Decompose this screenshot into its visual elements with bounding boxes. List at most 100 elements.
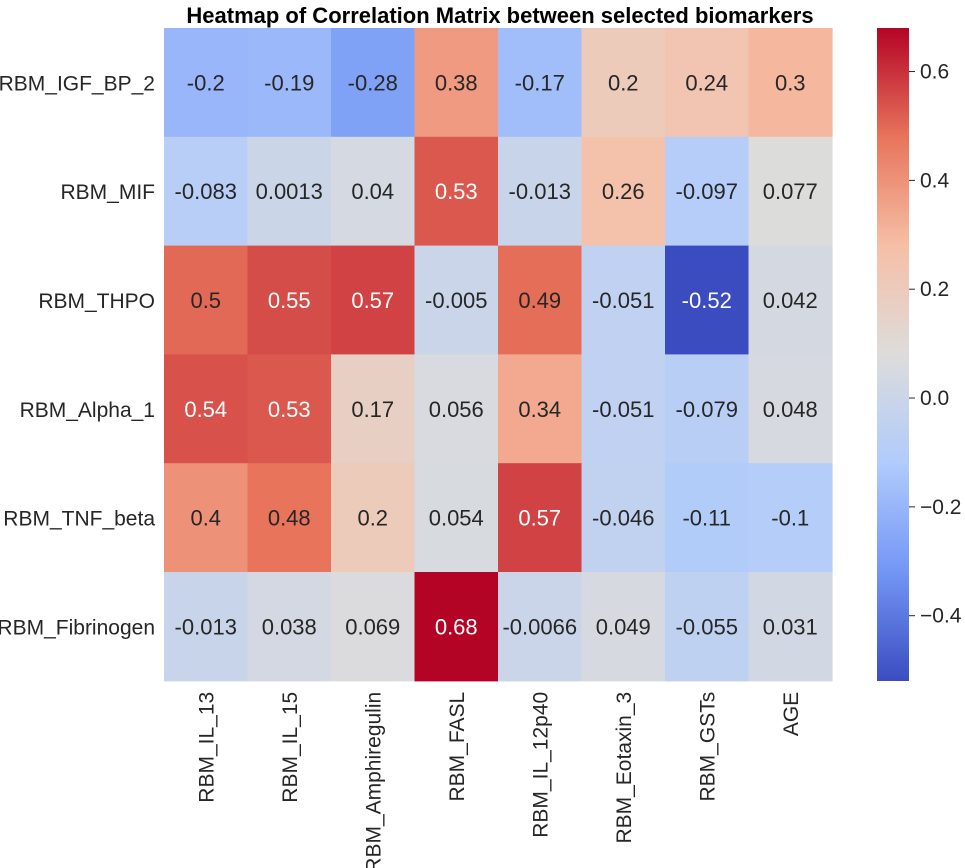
cell-value-label: 0.077 [763,179,818,204]
heatmap-cell [247,28,332,138]
cell-value-label: -0.52 [682,288,732,313]
cell-value-label: -0.0066 [502,614,577,639]
row-tick-label: RBM_MIF [61,181,156,204]
colorbar-tick-label: 0.0 [920,387,949,410]
cell-value-label: -0.046 [592,506,654,531]
cell-value-label: 0.0013 [256,179,323,204]
cell-value-label: 0.49 [518,288,561,313]
heatmap-cell [498,572,583,682]
heatmap-cell [414,572,499,682]
heatmap-cell [581,136,666,247]
chart-title: Heatmap of Correlation Matrix between se… [186,3,813,28]
heatmap-cell [665,136,750,247]
heatmap-cell [247,572,332,682]
heatmap-cell [331,354,416,464]
cell-value-label: 0.4 [190,506,221,531]
cell-value-label: 0.68 [435,614,478,639]
cell-value-label: 0.55 [268,288,311,313]
column-tick-label: RBM_Eotaxin_3 [613,692,636,844]
colorbar-gradient [877,28,909,681]
cell-value-label: 0.17 [351,397,394,422]
cell-value-label: -0.005 [425,288,487,313]
heatmap-cell [164,245,249,355]
cell-value-label: 0.53 [268,397,311,422]
cell-value-label: 0.056 [429,397,484,422]
heatmap-cell [498,463,583,573]
heatmap-cell [164,354,249,464]
heatmap-cell [498,354,583,464]
cell-value-label: -0.11 [682,506,731,531]
cell-value-label: 0.48 [268,506,311,531]
heatmap-cell [164,28,249,138]
heatmap-cell [748,354,833,464]
heatmap-cell [164,136,249,247]
heatmap-cell [748,28,833,138]
colorbar: −0.4 −0.2 0.0 0.2 0.4 0.6 [877,28,962,681]
cell-value-label: 0.57 [351,288,394,313]
heatmap-cell [247,245,332,355]
cell-value-label: -0.1 [771,506,809,531]
cell-value-label: 0.53 [435,179,478,204]
row-tick-label: RBM_IGF_BP_2 [0,72,155,95]
row-tick-labels: RBM_IGF_BP_2 RBM_MIF RBM_THPO RBM_Alpha_1 RB… [0,72,155,639]
heatmap-cell [581,463,666,573]
heatmap-cell [331,136,416,247]
heatmap-cell [247,354,332,464]
cell-value-label: 0.031 [763,614,818,639]
column-tick-label: RBM_FASL [446,692,469,802]
heatmap-cells [164,28,833,682]
heatmap-cell [498,245,583,355]
colorbar-tick-label: −0.4 [920,605,962,628]
row-tick-label: RBM_THPO [38,290,155,313]
cell-value-label: 0.2 [357,506,388,531]
heatmap-cell [331,28,416,138]
cell-value-label: 0.04 [351,179,394,204]
colorbar-tick-label: −0.2 [920,496,961,519]
heatmap-cell [414,354,499,464]
heatmap-cell [665,245,750,355]
cell-value-label: 0.57 [518,506,561,531]
heatmap-cell [247,463,332,573]
heatmap-cell [331,245,416,355]
column-tick-label: RBM_IL_12p40 [530,692,553,838]
cell-value-label: -0.013 [175,614,237,639]
heatmap-cell [414,245,499,355]
heatmap-cell [748,463,833,573]
heatmap-cell [498,136,583,247]
cell-value-label: -0.079 [676,397,738,422]
cell-value-label: 0.24 [685,70,728,95]
cell-value-label: -0.083 [175,179,237,204]
cell-value-label: -0.097 [676,179,738,204]
heatmap-cell [665,572,750,682]
colorbar-ticks: −0.4 −0.2 0.0 0.2 0.4 0.6 [909,61,962,628]
heatmap-cell [164,463,249,573]
cell-value-label: 0.38 [435,70,478,95]
colorbar-tick-label: 0.6 [920,61,949,84]
cell-value-label: -0.28 [348,70,398,95]
cell-value-label: 0.34 [518,397,561,422]
heatmap-cell [164,572,249,682]
heatmap-cell [748,136,833,247]
heatmap-cell [581,245,666,355]
column-tick-label: RBM_GSTs [697,692,720,802]
cell-value-label: -0.013 [509,179,571,204]
column-tick-labels: RBM_IL_13 RBM_IL_15 RBM_Amphiregulin RBM_FA… [196,692,804,868]
heatmap-cell [331,572,416,682]
heatmap-cell [665,463,750,573]
cell-value-label: -0.17 [515,70,565,95]
column-tick-label: AGE [780,692,803,736]
cell-value-label: 0.038 [262,614,317,639]
cell-value-label: 0.049 [596,614,651,639]
heatmap-cell [414,28,499,138]
heatmap-cell [748,245,833,355]
heatmap-cell [665,28,750,138]
heatmap-cell [498,28,583,138]
heatmap-cell [414,463,499,573]
cell-value-label: -0.19 [264,70,314,95]
cell-value-label: 0.3 [775,70,806,95]
heatmap-cell [581,28,666,138]
heatmap-cell [581,354,666,464]
cell-value-label: 0.042 [763,288,818,313]
row-tick-label: RBM_TNF_beta [3,508,155,531]
